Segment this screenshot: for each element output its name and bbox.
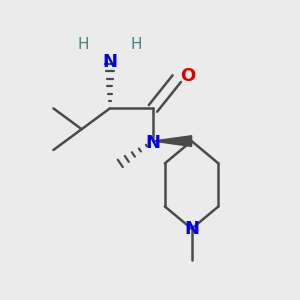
Text: H: H xyxy=(77,37,89,52)
Text: N: N xyxy=(184,220,199,238)
Text: N: N xyxy=(102,53,117,71)
Text: O: O xyxy=(180,67,196,85)
Text: N: N xyxy=(146,134,160,152)
Polygon shape xyxy=(153,136,192,146)
Text: H: H xyxy=(131,37,142,52)
